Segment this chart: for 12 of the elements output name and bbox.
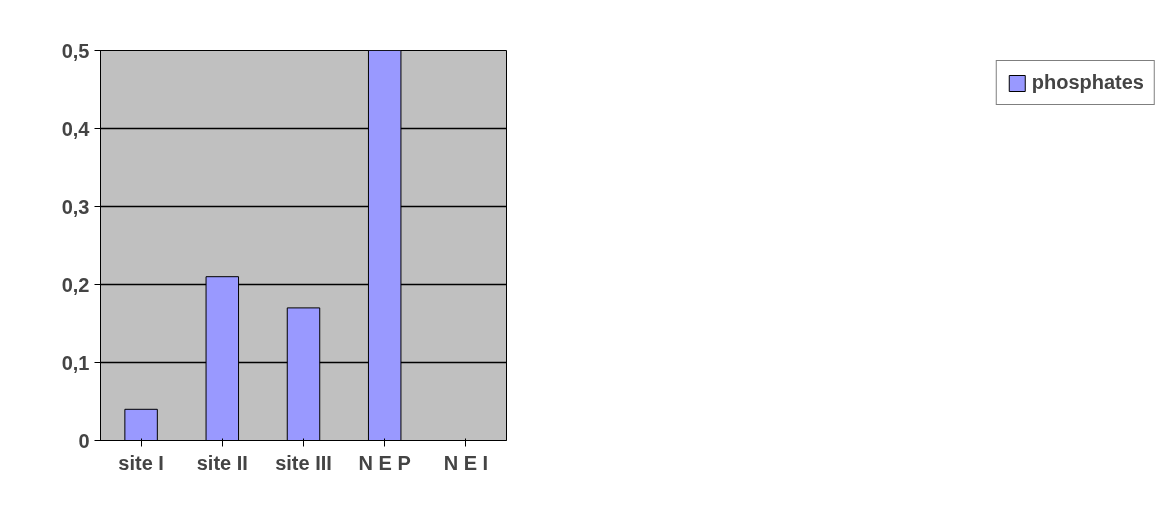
y-tick-label: 0,4 [61, 117, 91, 140]
legend-label: phosphates [1031, 71, 1144, 94]
y-tick-label: 0 [78, 429, 90, 452]
x-tick-label: site III [275, 451, 332, 474]
x-tick-label: N E I [443, 451, 489, 474]
x-tick-label: N E P [358, 451, 411, 474]
y-tick-label: 0,5 [61, 39, 90, 62]
x-tick-label: site II [196, 451, 248, 474]
y-tick-label: 0,2 [61, 273, 90, 296]
y-tick-label: 0,1 [61, 351, 90, 374]
x-tick-label: site I [118, 451, 164, 474]
y-tick-label: 0,3 [61, 195, 90, 218]
